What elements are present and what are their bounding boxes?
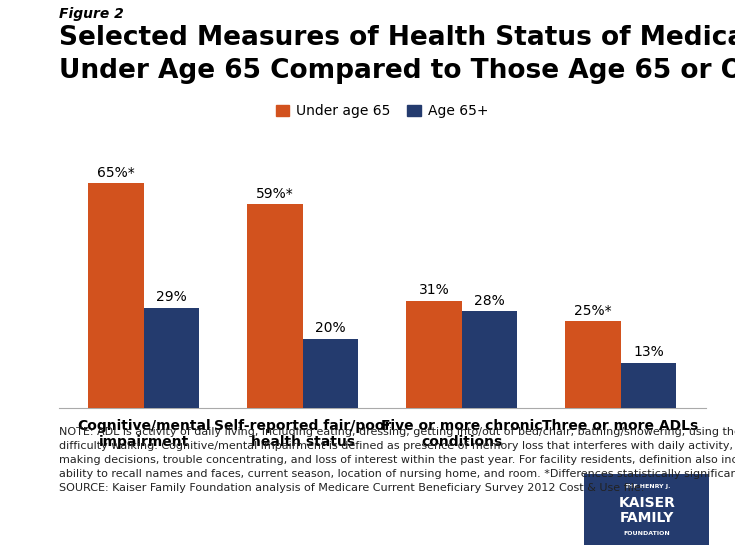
Bar xyxy=(620,363,676,408)
Bar xyxy=(88,183,144,408)
Text: 20%: 20% xyxy=(315,321,346,335)
Text: KAISER: KAISER xyxy=(618,495,675,510)
Text: 25%*: 25%* xyxy=(574,304,612,318)
Legend: Under age 65, Age 65+: Under age 65, Age 65+ xyxy=(270,99,495,124)
Text: 28%: 28% xyxy=(474,294,505,307)
Text: Under Age 65 Compared to Those Age 65 or Older: Under Age 65 Compared to Those Age 65 or… xyxy=(59,58,735,84)
Text: THE HENRY J.: THE HENRY J. xyxy=(623,484,670,489)
Bar xyxy=(565,321,620,408)
Text: FOUNDATION: FOUNDATION xyxy=(623,531,670,536)
Bar xyxy=(406,301,462,408)
Text: 31%: 31% xyxy=(418,283,449,297)
Text: NOTE: ADL is activity of daily living, including eating, dressing, getting into/: NOTE: ADL is activity of daily living, i… xyxy=(59,427,735,493)
Text: 29%: 29% xyxy=(157,290,187,304)
Text: FAMILY: FAMILY xyxy=(620,511,674,525)
Text: 65%*: 65%* xyxy=(97,166,135,180)
Bar xyxy=(462,311,517,408)
Text: 13%: 13% xyxy=(633,345,664,359)
Text: Selected Measures of Health Status of Medicare Beneficiaries: Selected Measures of Health Status of Me… xyxy=(59,25,735,51)
Text: Figure 2: Figure 2 xyxy=(59,7,123,20)
Bar xyxy=(247,204,303,408)
Bar xyxy=(303,339,359,408)
Text: 59%*: 59%* xyxy=(256,187,294,201)
Bar xyxy=(144,307,199,408)
